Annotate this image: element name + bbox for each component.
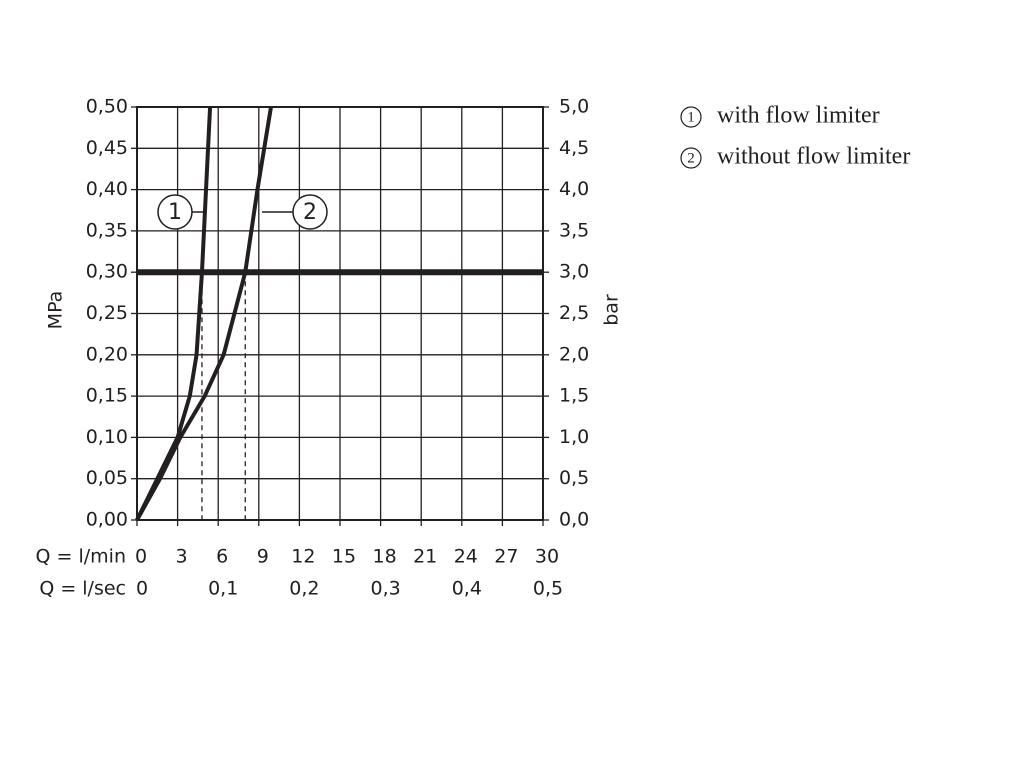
y2-tick-label: 4,0 [559,178,589,200]
y2-tick-label: 5,0 [559,96,589,118]
y2-tick-label: 3,0 [559,261,589,283]
y-tick-label: 0,30 [86,261,128,283]
y2-tick-label: 3,5 [559,219,589,241]
y-tick-label: 0,50 [86,96,128,118]
x-tick-label: 27 [494,546,518,568]
callout-circle [157,194,193,230]
y-tick-label: 0,10 [86,426,128,448]
y2-tick-label: 2,0 [559,343,589,365]
y-tick-label: 0,25 [86,302,128,324]
legend-entry: without flow limiter [717,144,910,170]
y2-tick-label: 0,5 [559,467,589,489]
x2-tick-label: 0,1 [208,578,238,600]
y2-axis-label: bar [601,294,623,326]
x-tick-label: 30 [535,546,559,568]
x-tick-label: 12 [291,546,315,568]
x-tick-label: 15 [332,546,356,568]
x2-tick-label: 0,4 [452,578,482,600]
legend-entry: with flow limiter [717,103,880,129]
x-tick-label: 9 [257,546,269,568]
x2-tick-label: 0 [136,578,148,600]
y2-tick-label: 4,5 [559,137,589,159]
x-tick-label: 6 [216,546,228,568]
y-tick-label: 0,40 [86,178,128,200]
y-tick-label: 0,20 [86,343,128,365]
x-tick-label: 24 [454,546,478,568]
legend: 1 with flow limiter 2 without flow limiter [680,103,910,170]
y2-tick-label: 0,0 [559,509,589,531]
x2-tick-label: 0,2 [289,578,319,600]
y2-tick-label: 1,0 [559,426,589,448]
legend-circle [680,147,702,169]
curve [135,106,273,521]
callout-label: 2 [303,200,317,225]
legend-number: 2 [687,150,695,166]
y-tick-label: 0,35 [86,219,128,241]
y2-tick-label: 2,5 [559,302,589,324]
x-tick-label: 0 [135,546,147,568]
x-tick-label: 3 [176,546,188,568]
y-tick-label: 0,15 [86,385,128,407]
y-tick-label: 0,05 [86,467,128,489]
y-tick-label: 0,00 [86,509,128,531]
y-tick-label: 0,45 [86,137,128,159]
callout-circle [292,194,328,230]
legend-number: 1 [687,109,695,125]
y2-tick-label: 1,5 [559,385,589,407]
x-tick-label: 18 [373,546,397,568]
x2-tick-label: 0,5 [533,578,563,600]
plot-frame [136,106,544,521]
x2-axis-label: Q = l/sec [39,578,126,600]
x-tick-label: 21 [413,546,437,568]
legend-circle [680,106,702,128]
callout-label: 1 [168,200,182,225]
curve [135,106,213,521]
x2-tick-label: 0,3 [370,578,400,600]
x-axis-label: Q = l/min [36,546,126,568]
y-axis-label: MPa [45,291,67,330]
